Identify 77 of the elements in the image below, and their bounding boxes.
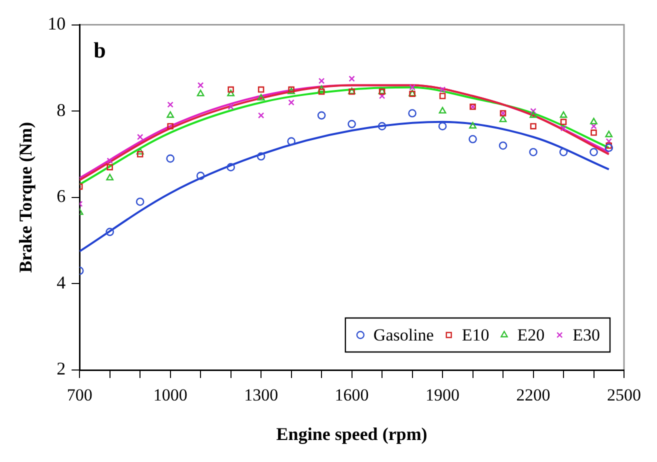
point <box>166 154 174 163</box>
point <box>136 198 144 206</box>
point <box>409 84 416 90</box>
point <box>227 90 235 96</box>
point <box>167 123 174 130</box>
point <box>136 148 144 154</box>
point <box>468 135 477 144</box>
point <box>469 122 476 129</box>
point <box>530 123 536 130</box>
point <box>590 148 598 156</box>
point <box>136 134 144 140</box>
point <box>559 148 568 156</box>
x-axis-title: Engine speed (rpm) <box>276 424 428 444</box>
x-tick-label: 1000 <box>153 386 188 405</box>
y-axis-title: Brake Torque (Nm) <box>15 122 36 273</box>
point <box>196 90 204 96</box>
point <box>560 125 567 132</box>
point <box>590 130 597 136</box>
y-tick-label: 4 <box>56 272 66 292</box>
point <box>590 118 598 124</box>
point <box>606 138 612 144</box>
line-series <box>80 120 610 252</box>
point <box>228 104 234 110</box>
legend-label: E10 <box>462 325 490 344</box>
point <box>228 86 234 93</box>
x-tick-label: 1300 <box>244 386 278 405</box>
point <box>318 85 326 92</box>
point <box>498 141 508 150</box>
point <box>106 228 114 236</box>
point <box>439 86 446 93</box>
point <box>529 148 538 156</box>
point <box>560 111 568 118</box>
point <box>317 111 326 120</box>
point <box>606 142 612 149</box>
point <box>196 172 205 180</box>
annotation: b <box>94 37 106 62</box>
point <box>166 111 174 118</box>
point <box>136 151 144 158</box>
y-tick-label: 6 <box>56 186 66 206</box>
x-tick-label: 1600 <box>334 386 369 405</box>
point <box>499 116 507 122</box>
point <box>288 99 294 106</box>
point <box>167 102 174 108</box>
point <box>605 130 613 138</box>
legend-label: E20 <box>517 325 545 344</box>
point <box>408 109 416 118</box>
point <box>439 92 446 100</box>
point <box>256 152 266 161</box>
point <box>287 137 296 146</box>
point <box>348 120 356 128</box>
y-tick-label: 8 <box>56 100 66 120</box>
point <box>197 82 204 88</box>
point <box>378 122 386 130</box>
point <box>438 106 446 114</box>
x-tick-label: 700 <box>66 386 92 405</box>
point <box>226 163 235 172</box>
point <box>106 158 113 164</box>
point <box>318 78 325 84</box>
point <box>106 164 113 170</box>
point <box>530 111 537 118</box>
x-tick-label: 2200 <box>516 386 550 405</box>
x-tick-label: 1900 <box>426 386 460 405</box>
point <box>560 118 567 126</box>
point <box>258 86 264 93</box>
point <box>348 76 355 82</box>
y-tick-label: 10 <box>48 14 66 34</box>
point <box>258 112 264 119</box>
point <box>106 174 114 180</box>
point <box>257 94 265 101</box>
x-tick-label: 2500 <box>607 386 641 405</box>
point <box>318 88 325 95</box>
point <box>604 144 614 152</box>
y-tick-label: 2 <box>56 358 66 379</box>
legend-label: Gasoline <box>373 325 434 344</box>
legend-label: E30 <box>572 325 600 344</box>
point <box>530 108 536 114</box>
point <box>438 122 447 130</box>
